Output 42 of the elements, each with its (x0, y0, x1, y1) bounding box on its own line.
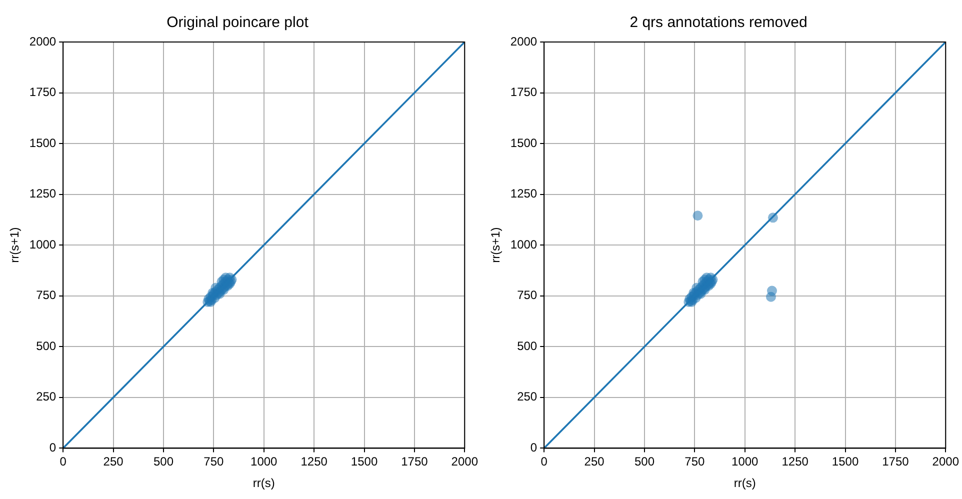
x-tick-label: 1000 (732, 454, 759, 469)
y-tick-label: 1750 (29, 85, 56, 100)
x-tick-label: 750 (684, 454, 706, 469)
y-axis-title: rr(s+1) (8, 227, 22, 263)
y-tick-label: 1750 (510, 85, 538, 100)
x-axis-title: rr(s) (734, 476, 756, 490)
y-tick-label: 1000 (29, 237, 56, 252)
x-tick-label: 500 (634, 454, 655, 469)
y-tick-label: 0 (530, 440, 538, 455)
x-tick-label: 1000 (250, 454, 278, 469)
y-tick-label: 2000 (29, 34, 56, 48)
y-tick-label: 750 (36, 288, 56, 302)
y-tick-label: 250 (517, 390, 538, 404)
chart-title: 2 qrs annotations removed (630, 14, 808, 32)
x-tick-label: 2000 (932, 454, 960, 469)
y-axis-title: rr(s+1) (488, 227, 503, 263)
y-tick-label: 1500 (29, 136, 56, 150)
x-tick-label: 0 (60, 454, 67, 469)
chart-title: Original poincare plot (166, 14, 310, 32)
x-tick-label: 2000 (451, 454, 478, 469)
x-tick-label: 1500 (350, 454, 378, 469)
y-tick-label: 2000 (510, 34, 538, 48)
x-axis-title: rr(s) (252, 476, 275, 490)
x-tick-label: 1250 (782, 454, 809, 469)
x-tick-label: 1750 (882, 454, 910, 469)
x-tick-label: 500 (153, 454, 174, 469)
x-tick-label: 250 (584, 454, 605, 469)
x-tick-label: 1500 (832, 454, 859, 469)
y-tick-label: 250 (36, 390, 56, 404)
x-tick-label: 1250 (300, 454, 328, 469)
x-tick-label: 0 (540, 454, 548, 469)
y-tick-label: 1500 (510, 136, 538, 150)
x-tick-label: 1750 (401, 454, 428, 469)
y-tick-label: 0 (49, 440, 56, 455)
y-tick-label: 1000 (510, 237, 538, 252)
x-tick-label: 750 (204, 454, 224, 469)
x-tick-label: 250 (103, 454, 124, 469)
y-tick-label: 500 (517, 338, 538, 353)
y-tick-label: 1250 (29, 186, 56, 201)
y-tick-label: 500 (36, 338, 56, 353)
y-tick-label: 1250 (510, 186, 538, 201)
y-tick-label: 750 (517, 288, 538, 302)
